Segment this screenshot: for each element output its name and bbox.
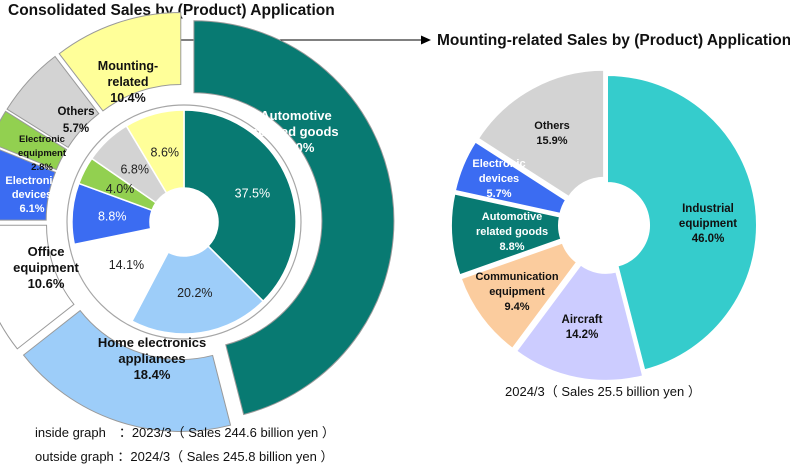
right-chart-caption: 2024/3（ Sales 25.5 billion yen ） — [505, 384, 701, 399]
inner-slice-mounting — [125, 109, 185, 194]
right-slice-industrial — [606, 73, 758, 372]
outside-graph-caption: outside graph ：2024/3（ Sales 245.8 billi… — [35, 449, 333, 464]
right-slice-auto — [450, 192, 563, 277]
outer-ring-2024 — [0, 12, 395, 432]
outer-slice-edev — [0, 149, 57, 221]
outer-slice-eequip — [0, 110, 68, 171]
left-chart-title: Consolidated Sales by (Product) Applicat… — [8, 2, 335, 19]
outer-label-mounting: Mounting-related 10.4% — [98, 59, 158, 105]
right-label-aircraft: Aircraft 14.2% — [562, 314, 603, 341]
outer-slice-automotive — [193, 20, 395, 416]
right-slice-others — [476, 68, 606, 199]
inner-label-edev: 8.8% — [98, 210, 127, 224]
inner-label-others: 6.8% — [120, 163, 149, 177]
right-label-industrial: Industrial equipment 46.0% — [679, 203, 737, 245]
inner-slice-office — [73, 227, 170, 323]
inner-ring-2023 — [66, 104, 302, 340]
outer-label-edev: Electronic devices 6.1% — [5, 175, 58, 215]
outer-slice-home — [22, 309, 232, 432]
inner-label-home: 20.2% — [177, 286, 212, 300]
inner-label-eequip: 4.0% — [106, 182, 135, 196]
slice-labels: Automotive related goods 46.0% Home electro… — [5, 59, 737, 382]
outer-label-office: Office equipment 10.6% — [13, 244, 79, 291]
outer-slice-mounting — [58, 12, 182, 112]
outer-label-eequip: Electronic equipment 2.8% — [18, 134, 67, 173]
inner-label-automotive: 37.5% — [235, 187, 270, 201]
outer-slice-others — [6, 55, 100, 149]
outer-label-home: Home electronics appliances 18.4% — [98, 335, 206, 382]
right-slice-aircraft — [514, 263, 645, 382]
inner-slice-automotive — [183, 109, 297, 303]
right-label-comm: Communication equipment 9.4% — [475, 271, 558, 313]
outer-slice-office — [0, 224, 75, 350]
right-label-others: Others 15.9% — [534, 120, 569, 147]
right-slice-edev — [453, 140, 568, 215]
right-label-auto: Automotive related goods 8.8% — [476, 211, 548, 253]
right-slice-comm — [459, 241, 579, 351]
mounting-donut-2024 — [450, 68, 758, 382]
outer-label-others: Others 5.7% — [57, 106, 94, 135]
right-chart-title: Mounting-related Sales by (Product) Appl… — [437, 32, 790, 49]
inner-label-mounting: 8.6% — [151, 146, 180, 160]
right-label-edev: Electronic devices 5.7% — [472, 158, 525, 200]
inside-graph-caption: inside graph ：2023/3（ Sales 244.6 billio… — [35, 425, 335, 440]
inner-slice-home — [130, 244, 265, 335]
outer-label-automotive: Automotive related goods 46.0% — [253, 108, 338, 155]
inner-label-office: 14.1% — [109, 258, 144, 272]
